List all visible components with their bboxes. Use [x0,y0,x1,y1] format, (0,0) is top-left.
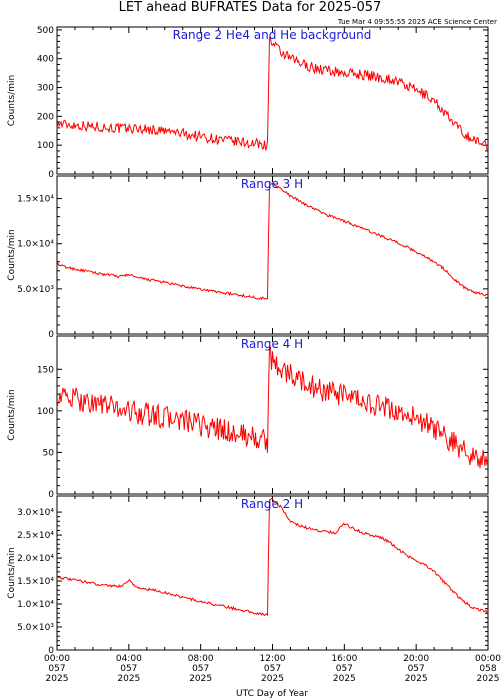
y-tick-label: 400 [37,55,54,65]
x-tick-label: 057 [192,664,209,674]
panel-label: Range 2 H [241,497,303,511]
panel-1: 0 100 200 300 400 500 Counts/min Range 2 He4 an… [7,26,489,180]
x-tick-label: 057 [48,664,65,674]
x-tick-label: 057 [264,664,281,674]
y-tick-label: 150 [37,365,54,375]
x-tick-label: 00:00 [475,654,501,664]
x-tick-label: 058 [479,664,496,674]
y-tick-label: 1.0×10⁴ [17,240,54,250]
y-tick-label: 100 [37,141,54,151]
y-tick-label: 2.0×10⁴ [17,554,54,564]
x-tick-label: 057 [408,664,425,674]
y-tick-label: 5.0×10³ [17,623,54,633]
y-tick-label: 0 [48,330,54,340]
y-tick-label: 50 [43,448,55,458]
x-tick-labels: 00:00057202504:00057202508:00057202512:0… [44,654,501,684]
y-tick-label: 0 [48,170,54,180]
y-tick-label: 5.0×10³ [17,285,54,295]
panel-3: 0 50 100 150 Counts/min Range 4 H [7,335,489,500]
y-tick-label: 300 [37,84,54,94]
data-series [56,345,489,469]
x-tick-label: 08:00 [188,654,214,664]
x-tick-label: 2025 [405,674,428,684]
x-tick-label: 00:00 [44,654,70,664]
y-axis-label: Counts/min [7,75,17,126]
y-tick-label: 200 [37,112,54,122]
y-tick-label: 0 [48,490,54,500]
x-tick-label: 2025 [261,674,284,684]
x-tick-label: 057 [336,664,353,674]
panel-label: Range 3 H [241,177,303,191]
y-tick-label: 1.0×10⁴ [17,600,54,610]
y-tick-label: 500 [37,26,54,36]
x-tick-label: 20:00 [403,654,429,664]
x-tick-label: 04:00 [116,654,142,664]
panel-label: Range 2 He4 and He background [173,28,372,42]
x-axis-label: UTC Day of Year [236,689,308,699]
y-axis-label: Counts/min [7,389,17,440]
timestamp: Tue Mar 4 09:55:55 2025 ACE Science Cent… [337,18,497,26]
data-series [56,182,489,301]
x-tick-label: 2025 [117,674,140,684]
y-tick-label: 2.5×10⁴ [17,531,54,541]
data-series [56,36,488,151]
y-axis-label: Counts/min [7,229,17,280]
y-tick-label: 1.5×10⁴ [17,195,54,205]
x-tick-label: 12:00 [260,654,286,664]
y-tick-label: 100 [37,407,54,417]
x-tick-label: 2025 [477,674,500,684]
x-tick-label: 2025 [189,674,212,684]
x-tick-label: 2025 [333,674,356,684]
panel-label: Range 4 H [241,337,303,351]
y-tick-label: 3.0×10⁴ [17,508,54,518]
y-axis-label: Counts/min [7,547,17,598]
data-series [56,497,489,617]
plot-frame [56,495,489,651]
x-tick-label: 057 [120,664,137,674]
panel-4: 0 5.0×10³ 1.0×10⁴ 1.5×10⁴ 2.0×10⁴ 2.5×10⁴ 3.0×… [7,495,489,656]
x-tick-label: 2025 [46,674,69,684]
x-tick-label: 16:00 [331,654,357,664]
panel-2: 0 5.0×10³ 1.0×10⁴ 1.5×10⁴ Counts/min Range 3 … [7,175,489,340]
chart-title: LET ahead BUFRATES Data for 2025-057 [119,0,382,15]
y-tick-label: 1.5×10⁴ [17,577,54,587]
y-tick-label: 0 [48,646,54,656]
plot-frame [56,26,489,175]
